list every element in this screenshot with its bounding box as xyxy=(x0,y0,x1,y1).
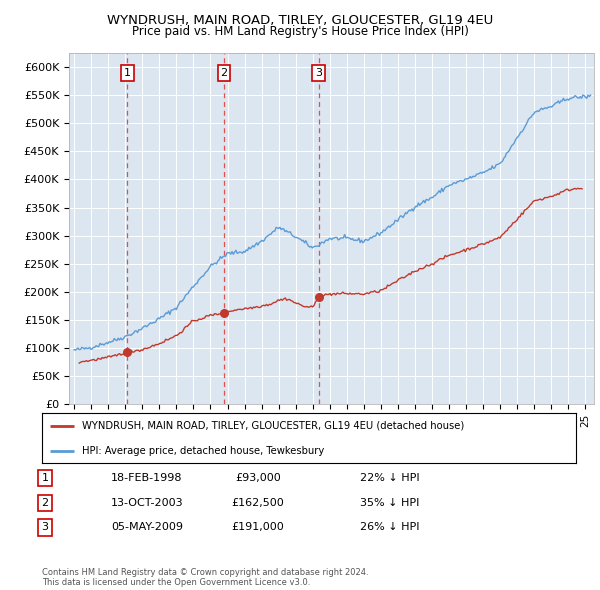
Text: 2: 2 xyxy=(220,68,227,78)
Text: 35% ↓ HPI: 35% ↓ HPI xyxy=(360,498,419,507)
Text: 3: 3 xyxy=(315,68,322,78)
Text: 18-FEB-1998: 18-FEB-1998 xyxy=(111,473,182,483)
Text: 13-OCT-2003: 13-OCT-2003 xyxy=(111,498,184,507)
Text: £93,000: £93,000 xyxy=(235,473,281,483)
Text: 1: 1 xyxy=(124,68,131,78)
Text: WYNDRUSH, MAIN ROAD, TIRLEY, GLOUCESTER, GL19 4EU (detached house): WYNDRUSH, MAIN ROAD, TIRLEY, GLOUCESTER,… xyxy=(82,421,464,431)
Text: Price paid vs. HM Land Registry's House Price Index (HPI): Price paid vs. HM Land Registry's House … xyxy=(131,25,469,38)
Text: 05-MAY-2009: 05-MAY-2009 xyxy=(111,523,183,532)
Text: HPI: Average price, detached house, Tewkesbury: HPI: Average price, detached house, Tewk… xyxy=(82,445,325,455)
Text: 22% ↓ HPI: 22% ↓ HPI xyxy=(360,473,419,483)
Text: 3: 3 xyxy=(41,523,49,532)
Text: £191,000: £191,000 xyxy=(232,523,284,532)
Text: £162,500: £162,500 xyxy=(232,498,284,507)
Text: 26% ↓ HPI: 26% ↓ HPI xyxy=(360,523,419,532)
Text: 2: 2 xyxy=(41,498,49,507)
Text: WYNDRUSH, MAIN ROAD, TIRLEY, GLOUCESTER, GL19 4EU: WYNDRUSH, MAIN ROAD, TIRLEY, GLOUCESTER,… xyxy=(107,14,493,27)
Text: Contains HM Land Registry data © Crown copyright and database right 2024.
This d: Contains HM Land Registry data © Crown c… xyxy=(42,568,368,587)
Text: 1: 1 xyxy=(41,473,49,483)
